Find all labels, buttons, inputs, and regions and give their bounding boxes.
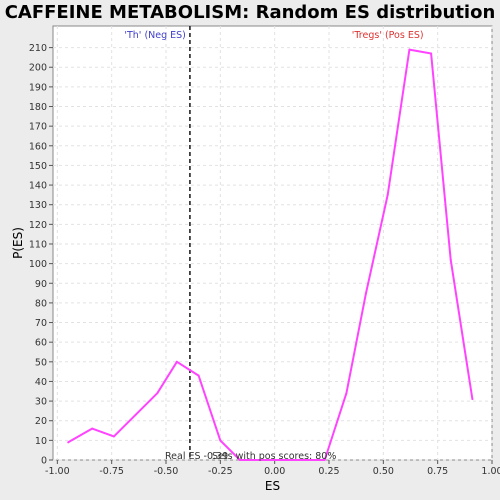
axes	[49, 47, 493, 464]
series-point	[260, 459, 263, 461]
series-point	[449, 258, 452, 261]
series-point	[430, 52, 433, 55]
tick-labels: 0 10 20 30 40 50 60 70 80 90 100 110 120 130 140 150 160…	[29, 43, 500, 477]
series-point	[156, 392, 159, 395]
series-line	[67, 48, 474, 461]
chart-title: CAFFEINE METABOLISM: Random ES distribut…	[4, 2, 496, 23]
y-tick-label: 0	[41, 456, 47, 467]
series-point	[304, 459, 307, 461]
x-tick-label: 0.00	[264, 466, 285, 477]
y-tick-label: 40	[35, 377, 47, 388]
x-tick-label: 1.00	[481, 466, 500, 477]
y-tick-label: 50	[35, 357, 47, 368]
series-point	[471, 398, 474, 401]
plot-area	[52, 25, 493, 461]
y-tick-label: 160	[29, 141, 47, 152]
pos-score-label: Sets with pos scores: 80%	[212, 451, 336, 462]
y-tick-label: 120	[29, 220, 47, 231]
series-points	[67, 48, 474, 461]
x-tick-label: -0.25	[208, 466, 233, 477]
y-tick-label: 140	[29, 181, 47, 192]
series-point	[323, 459, 326, 461]
series-point	[134, 413, 137, 416]
y-tick-label: 10	[35, 436, 47, 447]
y-tick-label: 190	[29, 82, 47, 93]
y-tick-label: 70	[35, 318, 47, 329]
series-point	[408, 48, 411, 51]
y-tick-label: 130	[29, 200, 47, 211]
series-point	[219, 439, 222, 442]
y-tick-label: 200	[29, 63, 47, 74]
x-tick-label: -1.00	[45, 466, 70, 477]
series-point	[197, 374, 200, 377]
x-tick-label: -0.50	[154, 466, 179, 477]
series-point	[67, 441, 70, 444]
y-tick-label: 90	[35, 279, 47, 290]
x-tick-label: 0.75	[427, 466, 448, 477]
x-tick-label: 0.25	[318, 466, 339, 477]
series-point	[112, 435, 115, 438]
y-tick-label: 180	[29, 102, 47, 113]
series-point	[175, 360, 178, 363]
y-tick-label: 20	[35, 416, 47, 427]
pos-es-label: 'Tregs' (Pos ES)	[352, 30, 424, 41]
y-tick-label: 150	[29, 161, 47, 172]
series-point	[282, 459, 285, 461]
y-tick-label: 100	[29, 259, 47, 270]
y-tick-label: 210	[29, 43, 47, 54]
series-point	[91, 427, 94, 430]
series-point	[238, 459, 241, 461]
y-tick-label: 80	[35, 298, 47, 309]
x-axis-label: ES	[265, 479, 280, 493]
y-tick-label: 30	[35, 397, 47, 408]
grid	[53, 26, 493, 461]
y-tick-label: 110	[29, 239, 47, 250]
y-tick-label: 60	[35, 338, 47, 349]
neg-es-label: 'Th' (Neg ES)	[124, 30, 186, 41]
y-axis-label: P(ES)	[11, 227, 25, 259]
real-es-label: Real ES -0.39	[165, 451, 228, 462]
series-point	[386, 193, 389, 196]
x-tick-label: -0.75	[99, 466, 124, 477]
x-tick-label: 0.50	[373, 466, 394, 477]
series-point	[364, 292, 367, 295]
series-point	[345, 392, 348, 395]
y-tick-label: 170	[29, 122, 47, 133]
